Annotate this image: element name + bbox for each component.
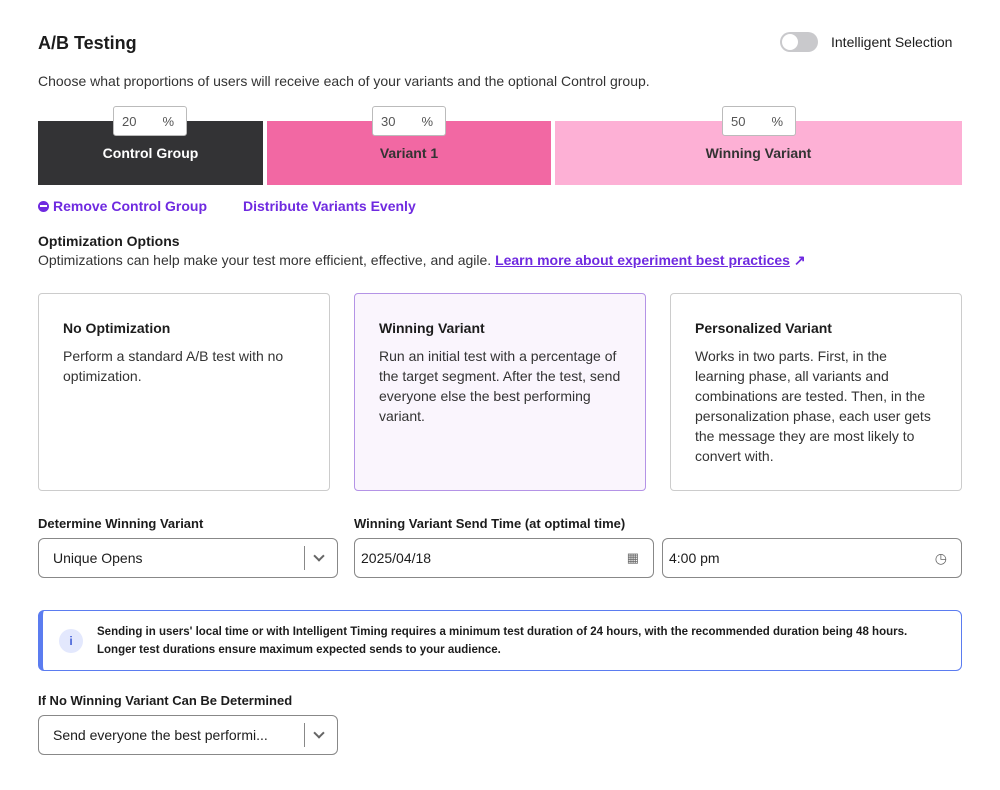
winning-percent-value: 50 [731,113,746,129]
winning-percent-input[interactable]: 50% [722,106,796,136]
optimization-title: Optimization Options [38,233,180,249]
control-percent-value: 20 [122,113,137,129]
percent-unit: % [771,113,783,129]
determine-value: Unique Opens [53,550,143,566]
clock-icon: ◷ [934,549,947,566]
time-input[interactable]: 4:00 pm ◷ [662,538,962,578]
variant-1-label: Variant 1 [379,145,439,161]
card-title: No Optimization [63,320,171,336]
toggle-knob [782,34,798,50]
chevron-down-icon [313,550,325,562]
determine-label: Determine Winning Variant [38,516,204,531]
remove-control-group-link[interactable]: Remove Control Group [38,198,207,214]
info-banner: i Sending in users' local time or with In… [38,610,962,671]
divider [304,723,305,747]
learn-more-link[interactable]: Learn more about experiment best practic… [495,252,790,268]
intelligent-selection-label: Intelligent Selection [831,34,953,50]
distribute-evenly-link[interactable]: Distribute Variants Evenly [243,198,416,214]
winning-variant-bar: Winning Variant [555,121,962,185]
card-winning-variant[interactable]: Winning Variant Run an initial test with … [354,293,646,491]
date-value: 2025/04/18 [361,550,432,566]
optimization-subtitle-text: Optimizations can help make your test mo… [38,252,492,268]
external-link-icon: ↗ [793,252,806,268]
date-input[interactable]: 2025/04/18 ▦ [354,538,654,578]
intelligent-selection-toggle[interactable] [780,32,818,52]
optimization-subtitle: Optimizations can help make your test mo… [38,252,806,269]
percent-unit: % [421,113,433,129]
card-personalized-variant[interactable]: Personalized Variant Works in two parts. … [670,293,962,491]
description: Choose what proportions of users will re… [38,73,650,89]
info-icon: i [59,628,83,653]
page-title: A/B Testing [38,33,137,53]
remove-control-label: Remove Control Group [53,198,208,214]
control-group-label: Control Group [102,145,199,161]
control-percent-input[interactable]: 20% [113,106,187,136]
calendar-icon: ▦ [626,550,639,565]
card-title: Winning Variant [379,320,485,336]
variant-1-percent-input[interactable]: 30% [372,106,446,136]
info-line-2: Longer test durations ensure maximum exp… [97,643,501,656]
percent-unit: % [162,113,174,129]
determine-select[interactable]: Unique Opens [38,538,338,578]
card-body: Works in two parts. First, in the learni… [695,348,931,464]
fallback-select[interactable]: Send everyone the best performi... [38,715,338,755]
info-line-1: Sending in users' local time or with Int… [97,625,908,638]
send-time-label: Winning Variant Send Time (at optimal ti… [354,516,626,531]
fallback-value: Send everyone the best performi... [53,727,268,743]
chevron-down-icon [313,727,325,739]
card-body: Run an initial test with a percentage of… [379,348,621,424]
card-title: Personalized Variant [695,320,832,336]
winning-variant-label: Winning Variant [705,145,812,161]
card-no-optimization[interactable]: No Optimization Perform a standard A/B te… [38,293,330,491]
card-body: Perform a standard A/B test with no opti… [63,348,284,384]
divider [304,546,305,570]
minus-circle-icon [38,200,49,212]
variant-1-percent-value: 30 [381,113,396,129]
fallback-label: If No Winning Variant Can Be Determined [38,693,293,708]
time-value: 4:00 pm [669,550,720,566]
